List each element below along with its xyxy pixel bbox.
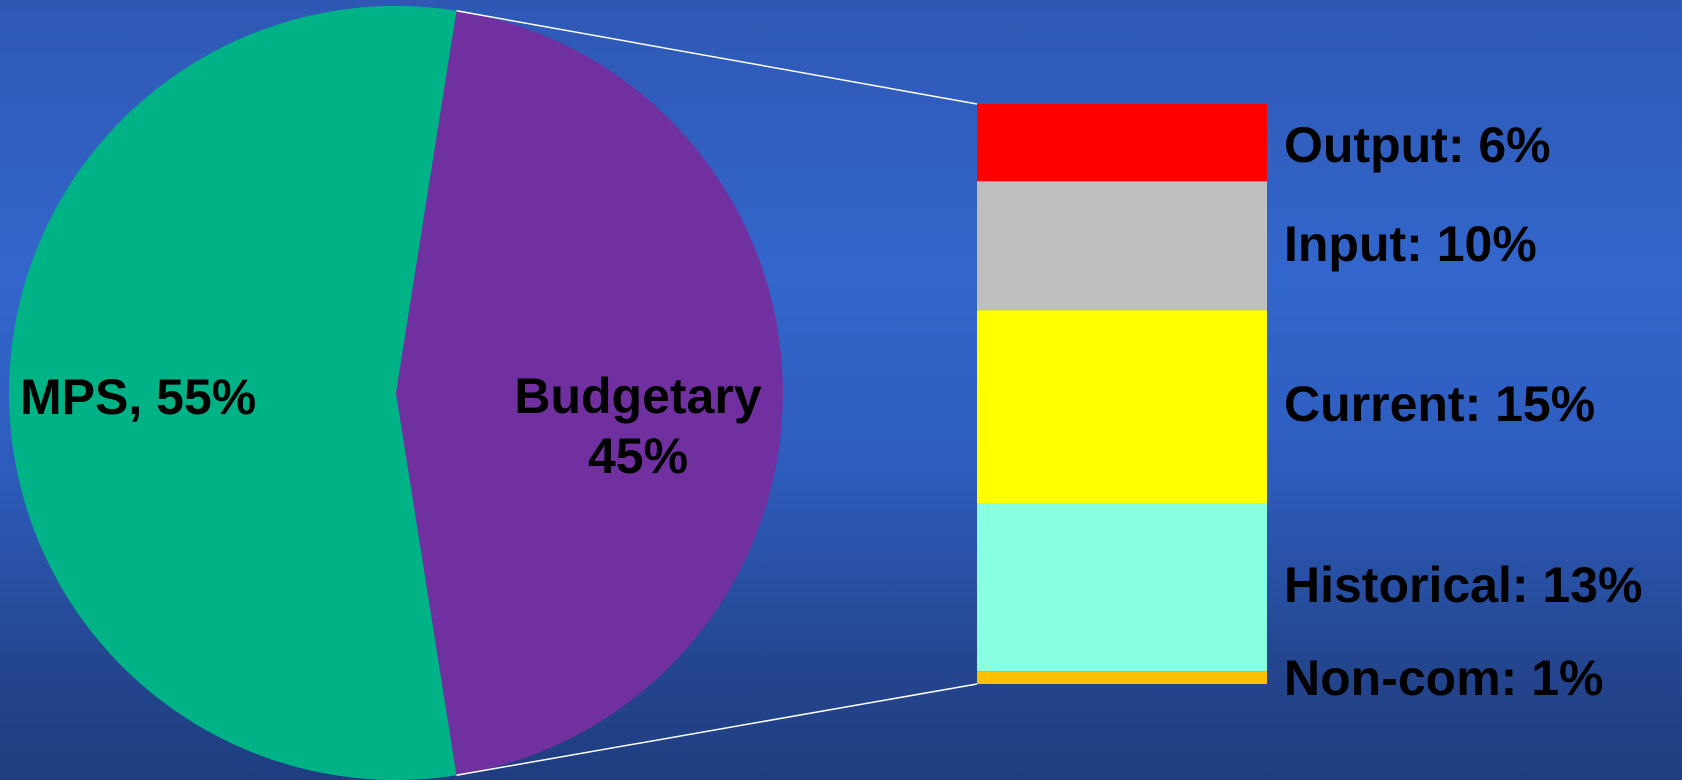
segment-label-non-com: Non-com: 1% xyxy=(1284,650,1603,706)
bar-segment-output xyxy=(977,104,1267,181)
bar-segment-current xyxy=(977,310,1267,503)
bar-segment-input xyxy=(977,181,1267,310)
segment-label-output: Output: 6% xyxy=(1284,117,1551,173)
breakdown-bar xyxy=(977,104,1267,684)
segment-label-historical: Historical: 13% xyxy=(1284,557,1642,613)
bar-segment-non-com xyxy=(977,671,1267,684)
pie-label-mps: MPS, 55% xyxy=(20,369,256,425)
segment-label-input: Input: 10% xyxy=(1284,216,1537,272)
bar-segment-historical xyxy=(977,504,1267,672)
segment-label-current: Current: 15% xyxy=(1284,376,1595,432)
